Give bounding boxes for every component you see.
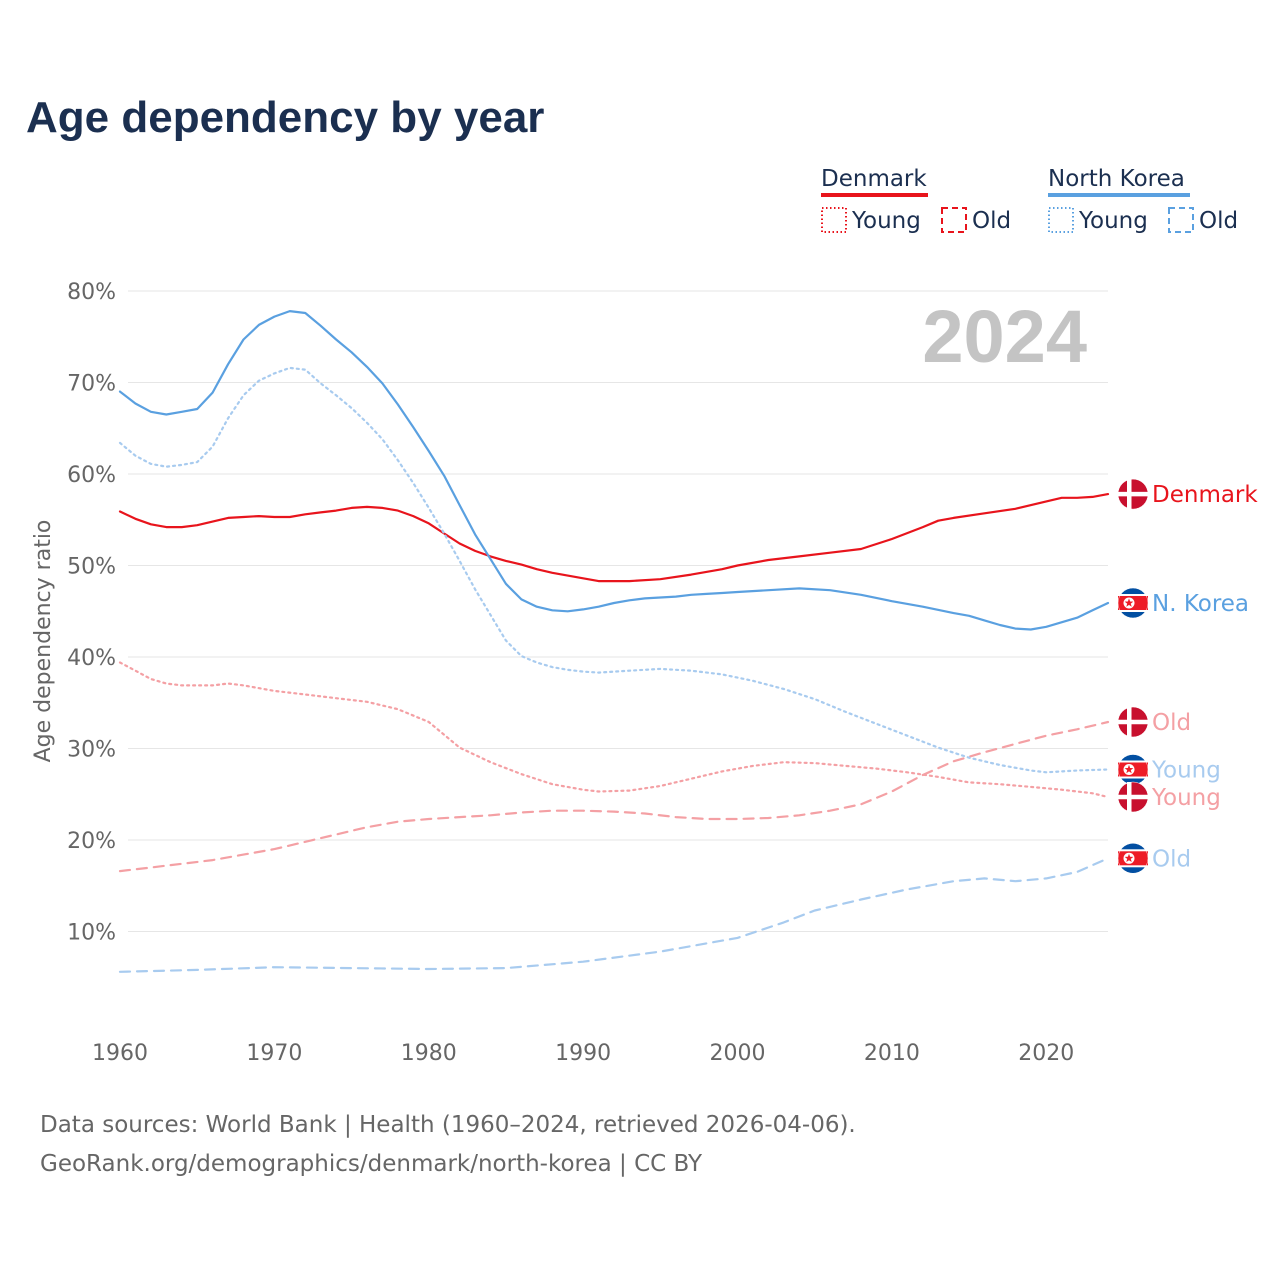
legend-group-north-korea[interactable]: North Korea Young Old (1048, 166, 1238, 234)
x-tick-label: 2020 (1018, 1041, 1074, 1066)
legend-denmark-label: Denmark (821, 166, 927, 192)
end-label: Old (1152, 710, 1191, 736)
legend-denmark-old-label: Old (972, 208, 1011, 234)
y-tick-label: 20% (67, 829, 116, 854)
y-tick-label: 80% (67, 280, 116, 305)
series-line-north-korea-old[interactable] (118, 857, 1110, 973)
y-tick-label: 60% (67, 463, 116, 488)
source-line-2[interactable]: GeoRank.org/demographics/denmark/north-k… (40, 1151, 703, 1177)
y-tick-label: 40% (67, 646, 116, 671)
end-label: Denmark (1152, 482, 1258, 508)
series-line-denmark-young[interactable] (118, 661, 1110, 799)
legend-north-korea-old-swatch (1168, 207, 1194, 233)
end-label: Old (1152, 846, 1191, 872)
north-korea-flag-icon (1117, 754, 1149, 785)
legend-group-denmark[interactable]: Denmark Young Old (821, 166, 1011, 234)
x-tick-label: 1980 (401, 1041, 457, 1066)
legend-north-korea-old-label: Old (1199, 208, 1238, 234)
north-korea-flag-icon (1117, 843, 1149, 874)
x-tick-label: 1990 (555, 1041, 611, 1066)
legend-denmark-old-swatch (941, 207, 967, 233)
y-tick-label: 10% (67, 921, 116, 946)
series-line-north-korea[interactable] (118, 310, 1110, 631)
source-line-1: Data sources: World Bank | Health (1960–… (40, 1112, 856, 1138)
denmark-flag-icon (1117, 706, 1149, 738)
denmark-flag-icon (1117, 781, 1149, 813)
end-label: Young (1151, 785, 1221, 811)
series-line-denmark[interactable] (118, 493, 1110, 583)
x-axis-ticks: 1960 1970 1980 1990 2000 2010 2020 (92, 1041, 1074, 1066)
legend-north-korea-label: North Korea (1048, 166, 1185, 192)
legend-denmark-young-swatch (821, 207, 847, 233)
x-tick-label: 2000 (710, 1041, 766, 1066)
denmark-flag-icon (1117, 478, 1149, 510)
legend-north-korea-young-swatch (1048, 207, 1074, 233)
x-tick-label: 2010 (864, 1041, 920, 1066)
legend-north-korea-young-label: Young (1078, 208, 1148, 234)
series-lines (118, 310, 1110, 973)
y-axis-label: Age dependency ratio (31, 520, 56, 763)
legend-denmark-young-label: Young (851, 208, 921, 234)
grid (128, 290, 1108, 932)
year-watermark: 2024 (922, 295, 1087, 378)
north-korea-flag-icon (1117, 587, 1149, 619)
x-tick-label: 1970 (246, 1041, 302, 1066)
y-tick-label: 70% (67, 372, 116, 397)
y-axis-ticks: 10% 20% 30% 40% 50% 60% 70% 80% (67, 280, 116, 946)
series-line-north-korea-young[interactable] (118, 366, 1110, 774)
chart-title: Age dependency by year (26, 93, 544, 142)
x-tick-label: 1960 (92, 1041, 148, 1066)
y-tick-label: 50% (67, 555, 116, 580)
end-label: Young (1151, 758, 1221, 784)
y-tick-label: 30% (67, 738, 116, 763)
legend: Denmark Young Old North Korea Young Old (821, 166, 1238, 234)
end-label: N. Korea (1152, 591, 1249, 617)
series-line-denmark-old[interactable] (118, 720, 1110, 873)
